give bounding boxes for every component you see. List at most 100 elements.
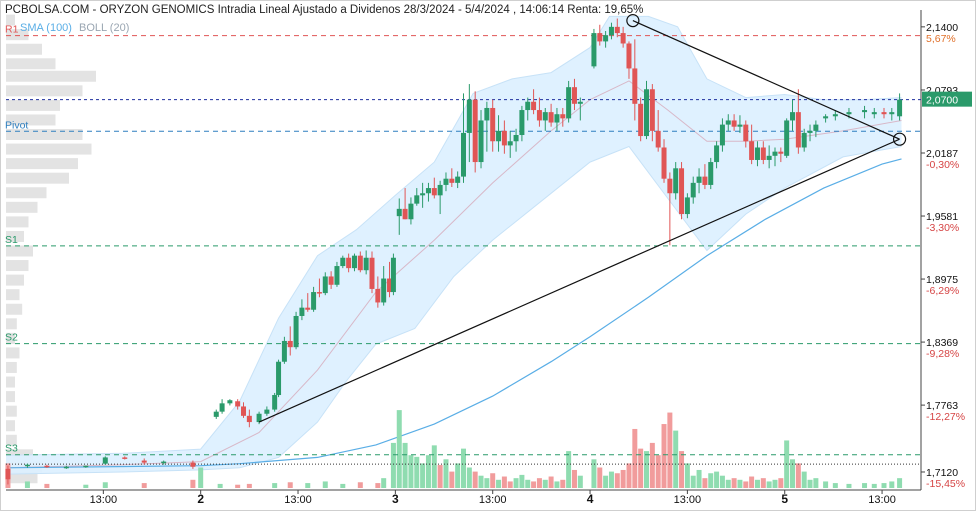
legend-sma[interactable]: SMA (100) bbox=[20, 22, 72, 34]
volume-bar bbox=[638, 448, 644, 488]
volume-bar bbox=[501, 476, 507, 488]
volume-bar bbox=[731, 478, 737, 488]
volume-profile-bar bbox=[6, 201, 38, 213]
bollinger-upper-line bbox=[5, 15, 902, 456]
volume-bar bbox=[507, 481, 513, 488]
volume-profile-bar bbox=[6, 216, 29, 228]
volume-bar bbox=[807, 479, 813, 488]
last-price-badge bbox=[922, 91, 972, 107]
candle-body bbox=[525, 101, 531, 111]
x-tick-label-time: 13:00 bbox=[868, 494, 896, 506]
volume-bar bbox=[375, 483, 381, 488]
candle-body bbox=[501, 130, 507, 146]
volume-bar bbox=[322, 481, 328, 488]
volume-bar bbox=[381, 478, 387, 488]
volume-bar bbox=[749, 476, 755, 488]
candle-body bbox=[83, 465, 89, 468]
trendline-anchor-circle bbox=[892, 132, 907, 146]
candle-body bbox=[311, 292, 317, 310]
volume-bar bbox=[832, 483, 838, 488]
candle-body bbox=[287, 340, 293, 348]
volume-bar bbox=[766, 481, 772, 488]
volume-profile-bar bbox=[6, 29, 29, 41]
candle-body bbox=[264, 409, 270, 414]
volume-profile-bar bbox=[6, 70, 96, 82]
volume-bar bbox=[414, 456, 420, 488]
volume-profile-bar bbox=[6, 58, 56, 70]
candle-body bbox=[655, 130, 661, 148]
candle-body bbox=[190, 462, 196, 467]
volume-profile-bar bbox=[6, 99, 60, 111]
candle-body bbox=[44, 465, 50, 468]
candle-body bbox=[632, 68, 638, 104]
volume-bar bbox=[431, 445, 437, 488]
candle-body bbox=[548, 112, 554, 123]
y-tick-label: 1,8975 bbox=[926, 274, 958, 286]
candle-body bbox=[571, 87, 577, 104]
volume-profile-bar bbox=[6, 420, 15, 432]
volume-bar bbox=[420, 463, 426, 488]
candle-body bbox=[414, 195, 420, 204]
x-tick-label-day: 4 bbox=[587, 492, 594, 506]
candle-body bbox=[790, 112, 796, 121]
volume-bar bbox=[577, 475, 583, 488]
volume-profile-bar bbox=[6, 274, 24, 286]
candle-body bbox=[702, 176, 708, 185]
candle-body bbox=[743, 124, 749, 142]
y-tick-pct: 5,67% bbox=[926, 33, 956, 45]
volume-profile-bar bbox=[6, 405, 17, 417]
volume-profile-bar bbox=[6, 85, 83, 97]
candle-body bbox=[813, 124, 819, 131]
candle-body bbox=[614, 26, 620, 34]
candle-body bbox=[881, 112, 887, 115]
volume-bar bbox=[190, 479, 196, 488]
volume-bar bbox=[525, 479, 531, 488]
volume-bar bbox=[560, 479, 566, 488]
volume-bar bbox=[889, 481, 895, 488]
candle-body bbox=[472, 99, 478, 163]
candle-body bbox=[507, 141, 513, 146]
candle-body bbox=[363, 257, 369, 271]
candle-body bbox=[328, 276, 334, 285]
candle-body bbox=[357, 255, 363, 271]
candle-body bbox=[577, 101, 583, 104]
candle-body bbox=[478, 120, 484, 163]
candle-body bbox=[832, 114, 838, 117]
legend-boll[interactable]: BOLL (20) bbox=[79, 22, 130, 34]
candle-body bbox=[256, 413, 262, 423]
volume-bar bbox=[305, 483, 311, 488]
candle-body bbox=[897, 99, 903, 117]
y-tick-label: 2,0187 bbox=[926, 148, 958, 160]
candle-body bbox=[246, 415, 252, 423]
volume-bar bbox=[340, 483, 346, 488]
volume-bar bbox=[881, 483, 887, 488]
y-tick-label: 2,1400 bbox=[926, 22, 958, 34]
candle-body bbox=[375, 288, 381, 303]
volume-bar bbox=[542, 479, 548, 488]
volume-bar bbox=[778, 478, 784, 488]
trendline-anchor-circle bbox=[626, 14, 640, 28]
volume-profile-bar bbox=[6, 289, 20, 301]
candle-body bbox=[661, 147, 667, 179]
candle-body bbox=[714, 145, 720, 163]
volume-profile-bar bbox=[6, 434, 17, 446]
candle-body bbox=[63, 466, 69, 469]
candle-body bbox=[161, 461, 167, 464]
volume-profile-bar bbox=[6, 347, 20, 359]
candle-body bbox=[519, 110, 525, 136]
volume-bar bbox=[408, 455, 414, 488]
candle-body bbox=[227, 400, 233, 404]
volume-bar bbox=[24, 481, 30, 488]
y-tick-pct: -15,45% bbox=[926, 478, 965, 490]
candle-body bbox=[299, 307, 305, 316]
volume-bar bbox=[708, 473, 714, 488]
candle-body bbox=[807, 130, 813, 133]
volume-bar bbox=[217, 483, 223, 488]
candle-body bbox=[455, 176, 461, 183]
candle-body bbox=[102, 457, 108, 464]
candle-body bbox=[649, 89, 655, 131]
volume-bar bbox=[571, 469, 577, 488]
candle-body bbox=[443, 178, 449, 185]
candle-body bbox=[316, 292, 322, 294]
